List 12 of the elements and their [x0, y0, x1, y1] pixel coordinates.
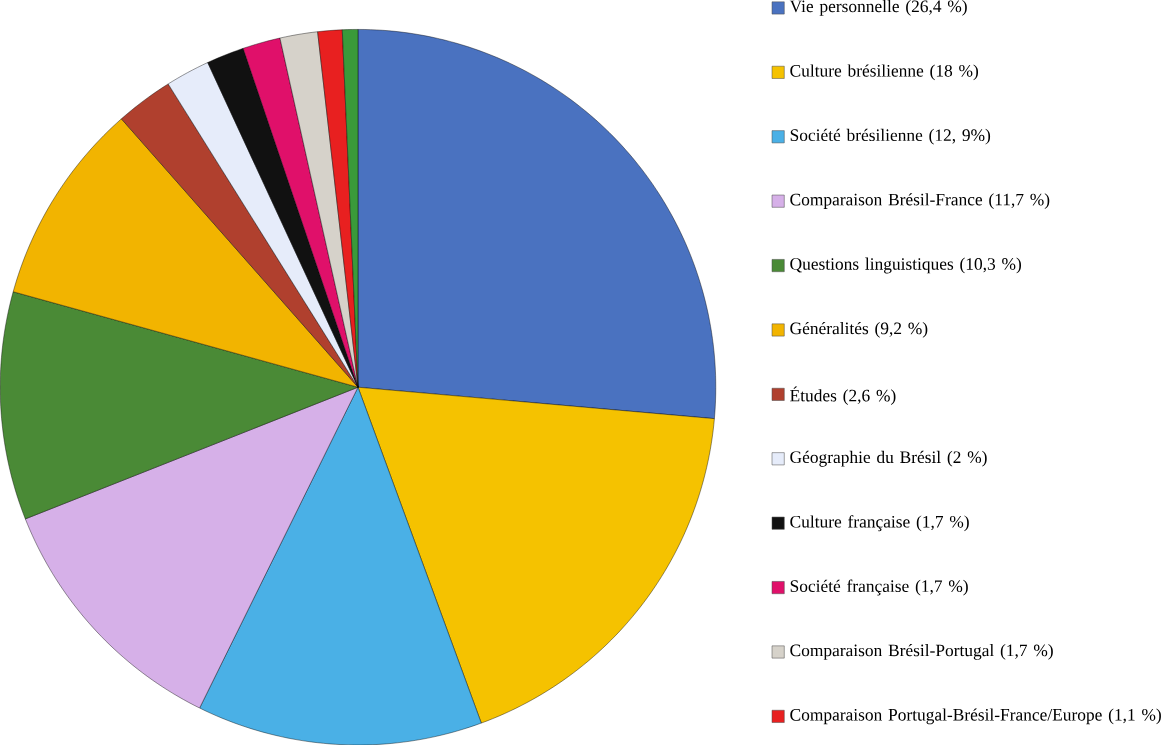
legend-label: Culture française (1,7 %) — [790, 515, 969, 532]
legend-label: Culture brésilienne (18 %) — [790, 64, 979, 81]
legend-label: Questions linguistiques (10,3 %) — [790, 257, 1022, 274]
legend-label: Comparaison Brésil-France (11,7 %) — [790, 193, 1050, 209]
legend-label: Généralités (9,2 %) — [790, 321, 928, 338]
legend-label: Comparaison Portugal-Brésil-France/Europe (1,1 %) — [790, 708, 1161, 725]
legend-label: Études (2,6 %) — [790, 386, 896, 405]
legend-label: Société brésilienne (12, 9%) — [790, 128, 991, 145]
legend-label: Vie personnelle (26,4 %) — [789, 0, 967, 16]
legend-label: Société française (1,7 %) — [790, 579, 968, 596]
legend-label: Géographie du Brésil (2 %) — [790, 450, 987, 467]
legend-label: Comparaison Brésil-Portugal (1,7 %) — [790, 643, 1053, 660]
